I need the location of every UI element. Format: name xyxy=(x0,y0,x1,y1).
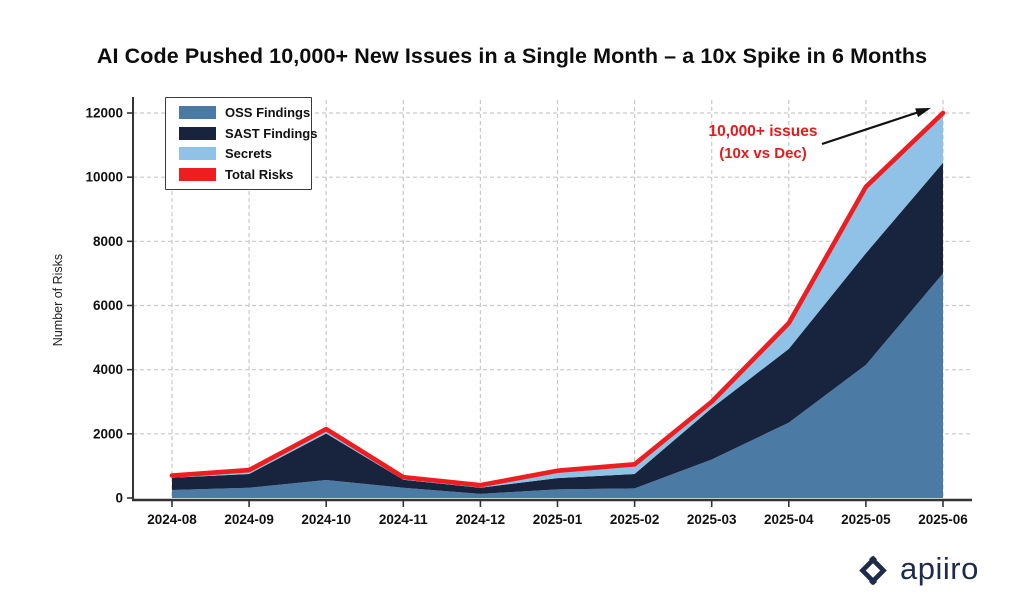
svg-text:8000: 8000 xyxy=(93,234,123,249)
svg-text:Number of Risks: Number of Risks xyxy=(51,254,65,346)
legend-item-secrets: Secrets xyxy=(179,146,311,161)
sast-findings-swatch xyxy=(179,126,216,140)
annotation-line1: 10,000+ issues xyxy=(708,123,818,140)
y-tick-labels: 0 2000 4000 6000 8000 10000 12000 xyxy=(85,106,123,506)
svg-text:2024-11: 2024-11 xyxy=(379,512,428,527)
stacked-areas xyxy=(172,113,943,498)
apiiro-diamond-icon xyxy=(859,555,887,586)
svg-text:10000: 10000 xyxy=(85,170,123,185)
legend-item-total: Total Risks xyxy=(179,167,311,182)
svg-text:2025-01: 2025-01 xyxy=(533,512,583,527)
legend: OSS Findings SAST Findings Secrets Total… xyxy=(165,97,317,190)
legend-label-secrets: Secrets xyxy=(225,146,272,162)
x-tick-labels: 2024-08 2024-09 2024-10 2024-11 2024-12 2025-… xyxy=(147,512,968,527)
legend-label-oss: OSS Findings xyxy=(225,105,311,121)
secrets-swatch xyxy=(179,147,216,161)
oss-findings-swatch xyxy=(179,106,216,120)
total-risks-swatch xyxy=(179,167,216,181)
peak-annotation: 10,000+ issues (10x vs Dec) xyxy=(663,121,863,165)
svg-text:2025-05: 2025-05 xyxy=(841,512,891,527)
apiiro-wordmark: apiiro xyxy=(900,551,979,586)
area-oss-findings xyxy=(172,273,943,498)
svg-text:2024-12: 2024-12 xyxy=(456,512,506,527)
legend-label-sast: SAST Findings xyxy=(225,125,318,141)
svg-text:2000: 2000 xyxy=(93,426,123,441)
svg-text:2024-10: 2024-10 xyxy=(301,512,351,527)
svg-text:4000: 4000 xyxy=(93,362,123,377)
legend-item-oss: OSS Findings xyxy=(179,105,311,120)
chart-title: AI Code Pushed 10,000+ New Issues in a S… xyxy=(96,44,928,68)
svg-text:0: 0 xyxy=(115,491,123,506)
svg-text:2024-08: 2024-08 xyxy=(147,512,197,527)
total-risks-line xyxy=(169,110,946,488)
y-axis-label: Number of Risks xyxy=(51,254,65,346)
svg-text:2025-03: 2025-03 xyxy=(687,512,737,527)
annotation-line2: (10x vs Dec) xyxy=(719,145,807,162)
apiiro-logo: apiiro xyxy=(858,553,979,588)
svg-text:2024-09: 2024-09 xyxy=(224,512,274,527)
tick-marks xyxy=(127,112,944,507)
svg-text:2025-04: 2025-04 xyxy=(764,512,814,527)
svg-text:12000: 12000 xyxy=(85,106,123,121)
svg-text:2025-02: 2025-02 xyxy=(610,512,660,527)
svg-text:2025-06: 2025-06 xyxy=(918,512,968,527)
annotation-arrow xyxy=(821,107,931,146)
area-sast-findings xyxy=(172,162,943,494)
svg-text:6000: 6000 xyxy=(93,298,123,313)
legend-label-total: Total Risks xyxy=(225,166,294,182)
legend-item-sast: SAST Findings xyxy=(179,126,317,141)
